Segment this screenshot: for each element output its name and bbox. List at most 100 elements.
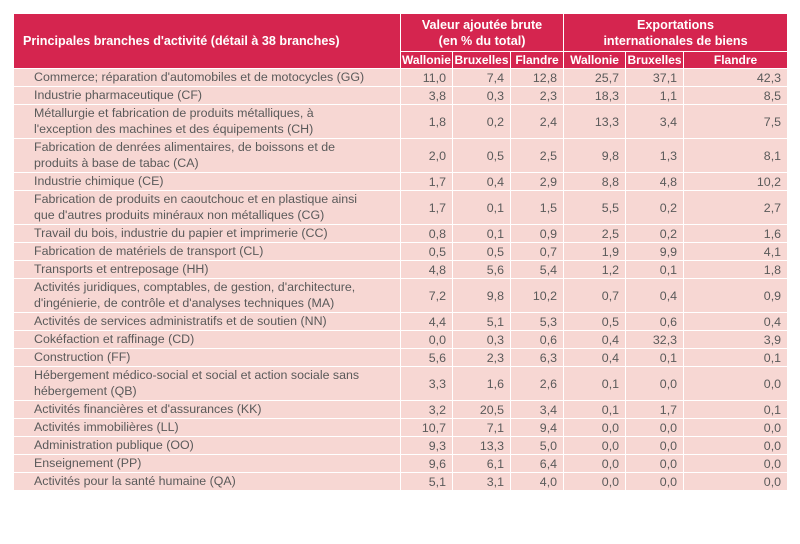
row-label-line: Transports et entreposage (HH)	[34, 261, 209, 276]
cell-exp-flandre: 3,9	[683, 330, 789, 349]
cell-exp-flandre: 0,0	[683, 472, 789, 491]
cell-exp-wallonie: 0,4	[563, 330, 627, 349]
table-row: Enseignement (PP) 9,6 6,1 6,4 0,0 0,0 0,0	[13, 454, 789, 473]
cell-va-wallonie: 9,6	[400, 454, 453, 473]
cell-va-wallonie: 5,6	[400, 348, 453, 367]
cell-va-flandre: 12,8	[509, 68, 565, 87]
row-label-line: hébergement (QB)	[34, 383, 137, 398]
cell-exp-wallonie: 25,7	[563, 68, 627, 87]
cell-va-flandre: 0,6	[509, 330, 565, 349]
row-label-line: Activités financières et d'assurances (K…	[34, 401, 262, 416]
header-region-exp-flandre: Flandre	[683, 51, 789, 69]
cell-exp-flandre: 1,8	[683, 260, 789, 279]
cell-exp-flandre: 0,1	[683, 400, 789, 419]
table-row: Métallurgie et fabrication de produits m…	[13, 104, 789, 139]
cell-va-bruxelles: 0,1	[452, 190, 511, 225]
cell-va-bruxelles: 0,3	[452, 86, 511, 105]
cell-va-flandre: 6,4	[509, 454, 565, 473]
cell-exp-flandre: 42,3	[683, 68, 789, 87]
cell-exp-flandre: 0,9	[683, 278, 789, 313]
cell-va-wallonie: 11,0	[400, 68, 453, 87]
cell-va-flandre: 5,4	[509, 260, 565, 279]
cell-va-flandre: 0,7	[509, 242, 565, 261]
cell-va-flandre: 2,3	[509, 86, 565, 105]
row-label-line: Fabrication de produits en caoutchouc et…	[34, 192, 358, 206]
cell-va-flandre: 9,4	[509, 418, 565, 437]
cell-exp-wallonie: 0,0	[563, 436, 627, 455]
cell-exp-flandre: 8,1	[683, 138, 789, 173]
cell-exp-bruxelles: 0,0	[625, 366, 685, 401]
cell-va-bruxelles: 0,3	[452, 330, 511, 349]
row-label: Activités juridiques, comptables, de ges…	[13, 278, 401, 313]
row-label-line: que d'autres produits minéraux non métal…	[34, 207, 325, 222]
cell-va-flandre: 10,2	[509, 278, 565, 313]
cell-exp-wallonie: 0,0	[563, 472, 627, 491]
table-row: Fabrication de matériels de transport (C…	[13, 242, 789, 261]
cell-va-flandre: 2,9	[509, 172, 565, 191]
row-label-line: produits à base de tabac (CA)	[34, 155, 199, 170]
cell-va-bruxelles: 0,5	[452, 242, 511, 261]
cell-va-wallonie: 0,0	[400, 330, 453, 349]
cell-va-flandre: 6,3	[509, 348, 565, 367]
cell-exp-flandre: 0,4	[683, 312, 789, 331]
cell-va-bruxelles: 13,3	[452, 436, 511, 455]
table-row: Industrie pharmaceutique (CF) 3,8 0,3 2,3 18…	[13, 86, 789, 105]
cell-va-flandre: 0,9	[509, 224, 565, 243]
row-label-line: Industrie pharmaceutique (CF)	[34, 87, 203, 102]
row-label-line: Travail du bois, industrie du papier et …	[34, 225, 328, 240]
cell-exp-wallonie: 2,5	[563, 224, 627, 243]
cell-va-wallonie: 3,3	[400, 366, 453, 401]
cell-exp-bruxelles: 1,1	[625, 86, 685, 105]
cell-va-flandre: 2,4	[509, 104, 565, 139]
cell-exp-bruxelles: 9,9	[625, 242, 685, 261]
cell-exp-flandre: 10,2	[683, 172, 789, 191]
table-body: Commerce; réparation d'automobiles et de…	[13, 68, 789, 491]
table-row: Travail du bois, industrie du papier et …	[13, 224, 789, 243]
cell-va-bruxelles: 20,5	[452, 400, 511, 419]
row-label-line: Cokéfaction et raffinage (CD)	[34, 331, 195, 346]
cell-exp-wallonie: 0,1	[563, 400, 627, 419]
cell-exp-wallonie: 1,9	[563, 242, 627, 261]
cell-exp-wallonie: 5,5	[563, 190, 627, 225]
row-label: Industrie chimique (CE)	[13, 172, 401, 191]
cell-exp-flandre: 2,7	[683, 190, 789, 225]
cell-va-wallonie: 5,1	[400, 472, 453, 491]
cell-exp-bruxelles: 1,7	[625, 400, 685, 419]
row-label-line: Activités de services administratifs et …	[34, 313, 327, 328]
row-label: Métallurgie et fabrication de produits m…	[13, 104, 401, 139]
cell-exp-bruxelles: 3,4	[625, 104, 685, 139]
cell-exp-wallonie: 13,3	[563, 104, 627, 139]
cell-exp-wallonie: 0,0	[563, 454, 627, 473]
table-row: Transports et entreposage (HH) 4,8 5,6 5,4 1…	[13, 260, 789, 279]
row-label-line: Fabrication de denrées alimentaires, de …	[34, 140, 335, 154]
table-row: Cokéfaction et raffinage (CD) 0,0 0,3 0,6 0,…	[13, 330, 789, 349]
table-row: Activités de services administratifs et …	[13, 312, 789, 331]
cell-va-wallonie: 7,2	[400, 278, 453, 313]
header-region-va-bruxelles: Bruxelles	[452, 51, 511, 69]
table-row: Activités juridiques, comptables, de ges…	[13, 278, 789, 313]
row-label-line: Métallurgie et fabrication de produits m…	[34, 106, 314, 120]
cell-exp-wallonie: 9,8	[563, 138, 627, 173]
cell-exp-bruxelles: 0,2	[625, 224, 685, 243]
cell-exp-wallonie: 8,8	[563, 172, 627, 191]
header-region-va-wallonie: Wallonie	[400, 51, 453, 69]
table-row: Activités immobilières (LL) 10,7 7,1 9,4 0,0…	[13, 418, 789, 437]
row-label: Transports et entreposage (HH)	[13, 260, 401, 279]
row-label: Activités de services administratifs et …	[13, 312, 401, 331]
cell-va-flandre: 3,4	[509, 400, 565, 419]
cell-exp-bruxelles: 37,1	[625, 68, 685, 87]
cell-exp-wallonie: 0,4	[563, 348, 627, 367]
header-group-valeur-ajoutee-line1: Valeur ajoutée brute	[421, 17, 543, 32]
cell-va-bruxelles: 5,6	[452, 260, 511, 279]
cell-va-wallonie: 9,3	[400, 436, 453, 455]
table-row: Industrie chimique (CE) 1,7 0,4 2,9 8,8 4,8 10…	[13, 172, 789, 191]
row-label: Cokéfaction et raffinage (CD)	[13, 330, 401, 349]
cell-exp-bruxelles: 0,0	[625, 436, 685, 455]
row-label-line: Commerce; réparation d'automobiles et de…	[34, 69, 365, 84]
table-row: Activités pour la santé humaine (QA) 5,1 3…	[13, 472, 789, 491]
cell-exp-wallonie: 0,7	[563, 278, 627, 313]
cell-va-flandre: 4,0	[509, 472, 565, 491]
header-region-exp-bruxelles: Bruxelles	[625, 51, 685, 69]
cell-va-bruxelles: 6,1	[452, 454, 511, 473]
cell-va-wallonie: 4,8	[400, 260, 453, 279]
